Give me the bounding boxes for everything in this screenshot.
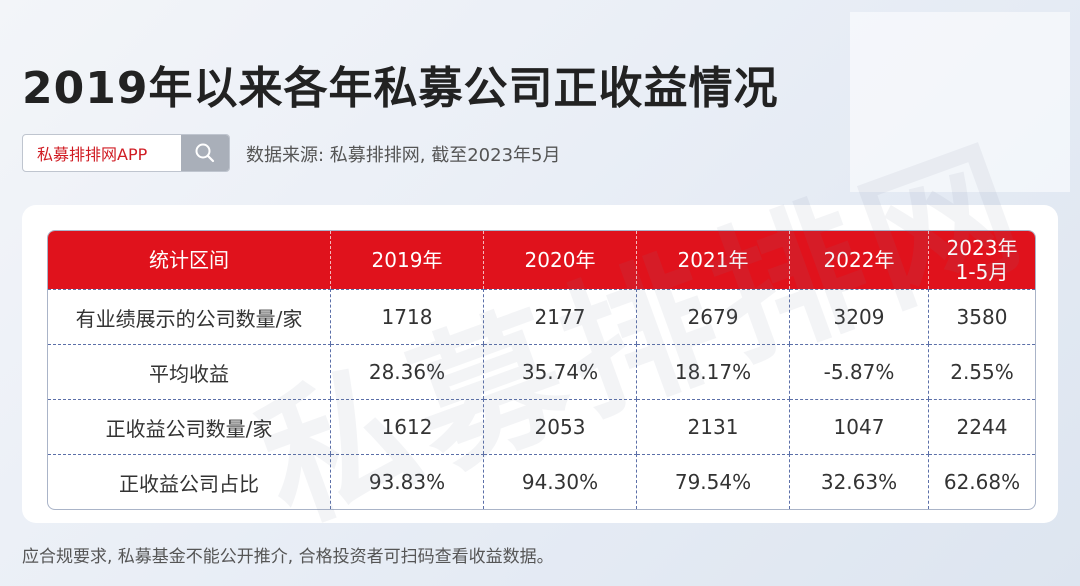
table-card: 统计区间 2019年 2020年 2021年 2022年 2023年 1-5月 有业绩展示…: [22, 205, 1058, 523]
column-header: 2023年 1-5月: [929, 231, 1035, 289]
stats-table: 统计区间 2019年 2020年 2021年 2022年 2023年 1-5月 有业绩展示…: [47, 230, 1036, 510]
value-cell: 62.68%: [929, 454, 1035, 509]
value-cell: 3580: [929, 289, 1035, 344]
table-header-row: 统计区间 2019年 2020年 2021年 2022年 2023年 1-5月: [48, 231, 1035, 289]
value-cell: 2131: [637, 399, 790, 454]
value-cell: 2177: [484, 289, 637, 344]
column-header: 2020年: [484, 231, 637, 289]
table-row: 正收益公司数量/家 1612 2053 2131 1047 2244: [48, 399, 1035, 454]
row-label-cell: 正收益公司占比: [48, 454, 331, 509]
value-cell: 18.17%: [637, 344, 790, 399]
value-cell: 1718: [331, 289, 484, 344]
table-row: 正收益公司占比 93.83% 94.30% 79.54% 32.63% 62.68%: [48, 454, 1035, 509]
column-header: 统计区间: [48, 231, 331, 289]
page-title: 2019年以来各年私募公司正收益情况: [22, 63, 779, 114]
value-cell: 35.74%: [484, 344, 637, 399]
table-row: 平均收益 28.36% 35.74% 18.17% -5.87% 2.55%: [48, 344, 1035, 399]
value-cell: 2053: [484, 399, 637, 454]
value-cell: 1612: [331, 399, 484, 454]
value-cell: 93.83%: [331, 454, 484, 509]
search-button[interactable]: [181, 135, 229, 171]
value-cell: 2.55%: [929, 344, 1035, 399]
data-source-note: 数据来源: 私募排排网, 截至2023年5月: [246, 145, 561, 166]
value-cell: 94.30%: [484, 454, 637, 509]
search-app-label: 私募排排网APP: [37, 145, 148, 164]
value-cell: 3209: [790, 289, 929, 344]
row-label-cell: 有业绩展示的公司数量/家: [48, 289, 331, 344]
search-icon: [195, 143, 215, 163]
row-label-cell: 平均收益: [48, 344, 331, 399]
compliance-footer: 应合规要求, 私募基金不能公开推介, 合格投资者可扫码查看收益数据。: [22, 547, 554, 567]
value-cell: 79.54%: [637, 454, 790, 509]
value-cell: 2244: [929, 399, 1035, 454]
column-header: 2022年: [790, 231, 929, 289]
value-cell: 1047: [790, 399, 929, 454]
value-cell: 32.63%: [790, 454, 929, 509]
row-label-cell: 正收益公司数量/家: [48, 399, 331, 454]
value-cell: -5.87%: [790, 344, 929, 399]
column-header: 2019年: [331, 231, 484, 289]
corner-panel: [850, 12, 1070, 192]
app-search-box[interactable]: 私募排排网APP: [22, 134, 230, 172]
column-header: 2021年: [637, 231, 790, 289]
value-cell: 2679: [637, 289, 790, 344]
value-cell: 28.36%: [331, 344, 484, 399]
table-row: 有业绩展示的公司数量/家 1718 2177 2679 3209 3580: [48, 289, 1035, 344]
